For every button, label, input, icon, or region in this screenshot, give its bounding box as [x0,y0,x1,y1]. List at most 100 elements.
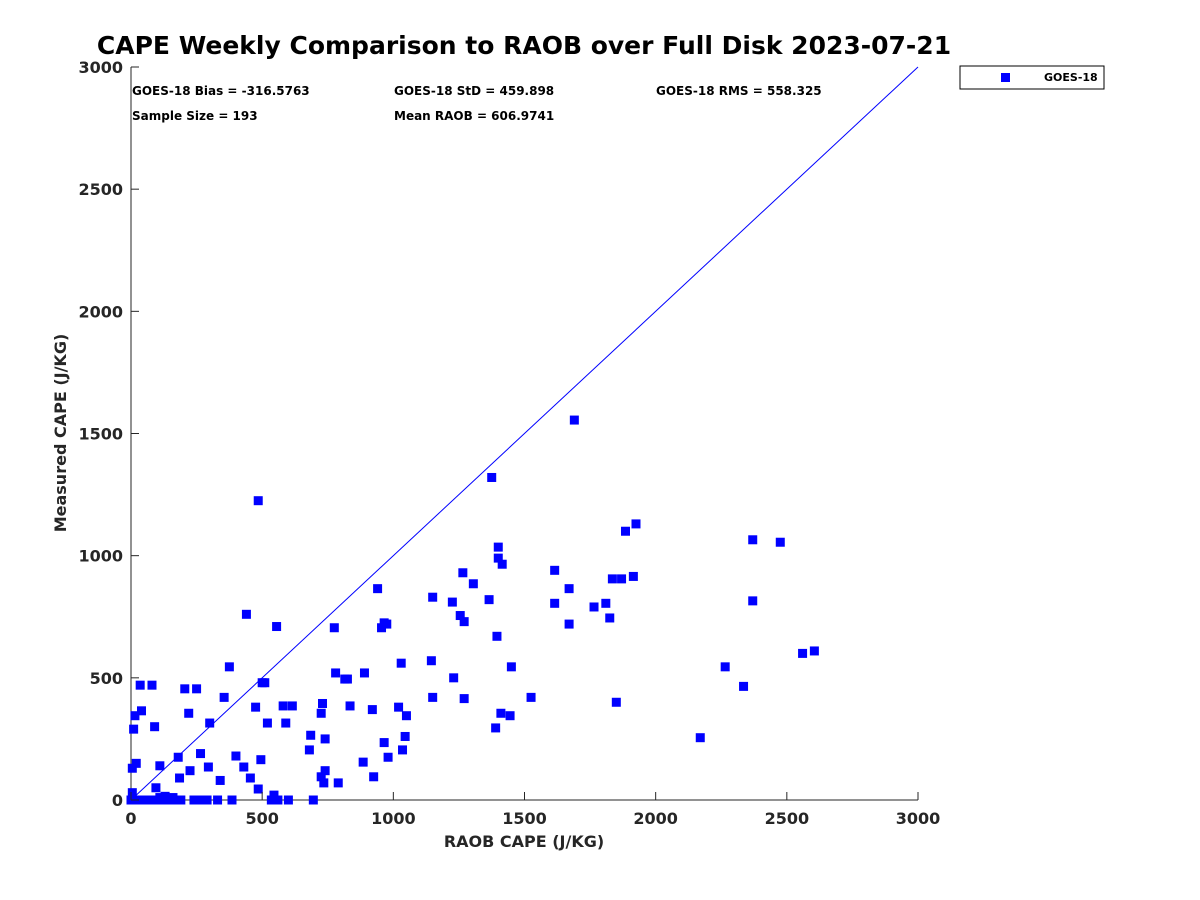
data-point [173,752,183,762]
data-point [253,784,263,794]
data-point [496,708,506,718]
data-point [304,745,314,755]
y-tick-label: 0 [112,791,123,810]
data-point [329,623,339,633]
data-point [396,658,406,668]
x-tick-label: 2500 [765,809,810,828]
data-point [213,795,223,805]
data-point [468,579,478,589]
stat-text: Sample Size = 193 [132,109,258,123]
data-point [127,763,137,773]
data-point [287,701,297,711]
data-point [400,731,410,741]
data-point [367,705,377,715]
data-point [401,711,411,721]
stats-annotations: GOES-18 Bias = -316.5763 GOES-18 StD = 45… [132,84,822,123]
data-point [180,684,190,694]
data-point [695,733,705,743]
data-point [345,701,355,711]
data-point [631,519,641,529]
data-point [196,749,206,759]
data-point [377,623,387,633]
x-tick-label: 500 [245,809,278,828]
stat-text: GOES-18 StD = 459.898 [394,84,554,98]
data-point [202,795,212,805]
data-point [316,708,326,718]
data-point [492,631,502,641]
data-point [426,656,436,666]
data-point [320,766,330,776]
data-point [455,611,465,621]
legend-label: GOES-18 [1044,71,1098,84]
data-point [227,795,237,805]
data-point [809,646,819,656]
data-point [447,597,457,607]
x-tick-label: 2000 [633,809,678,828]
data-point [131,758,141,768]
data-point [184,708,194,718]
y-axis-label: Measured CAPE (J/KG) [51,334,70,533]
data-point [428,692,438,702]
data-point [130,711,140,721]
data-point [241,609,251,619]
data-point [320,734,330,744]
data-point [382,619,392,629]
data-point [151,783,161,793]
data-point [219,692,229,702]
data-point [739,681,749,691]
data-point [308,795,318,805]
reference-line-group [130,66,919,801]
data-point [175,773,185,783]
data-point [342,674,352,684]
data-point [564,584,574,594]
data-point [281,718,291,728]
data-point [129,724,139,734]
data-point [628,571,638,581]
data-point [266,795,276,805]
data-point [256,755,266,765]
legend: GOES-18 [959,65,1105,90]
data-point [194,795,204,805]
data-point [136,706,146,716]
data-point [358,757,368,767]
y-tick-label: 3000 [78,58,123,77]
data-point [231,751,241,761]
stat-text: GOES-18 RMS = 558.325 [656,84,822,98]
data-point [333,778,343,788]
data-point [497,559,507,569]
data-point [215,775,225,785]
stat-text: GOES-18 Bias = -316.5763 [132,84,310,98]
data-point [550,598,560,608]
chart-title: CAPE Weekly Comparison to RAOB over Full… [97,31,951,60]
data-point [150,722,160,732]
data-point [224,662,234,672]
y-tick-label: 500 [90,669,123,688]
reference-line [130,66,919,801]
data-point [383,752,393,762]
data-point [617,574,627,584]
data-point [484,595,494,605]
data-point [185,766,195,776]
data-point [589,602,599,612]
data-point [306,730,316,740]
data-point [319,778,329,788]
data-point [505,711,515,721]
data-point [379,738,389,748]
data-point [458,568,468,578]
data-point [526,692,536,702]
legend-marker [1001,73,1010,82]
data-point [394,702,404,712]
data-point [278,701,288,711]
data-point [251,702,261,712]
data-point [147,680,157,690]
legend-box [959,65,1105,90]
data-point [493,542,503,552]
data-point [487,472,497,482]
axis-ticks: 0 500 1000 1500 2000 2500 3000 0 500 1000 1500 2000… [78,58,940,828]
data-point [398,745,408,755]
data-point [189,795,199,805]
data-point [176,795,186,805]
data-point [318,698,328,708]
x-tick-label: 1000 [371,809,416,828]
